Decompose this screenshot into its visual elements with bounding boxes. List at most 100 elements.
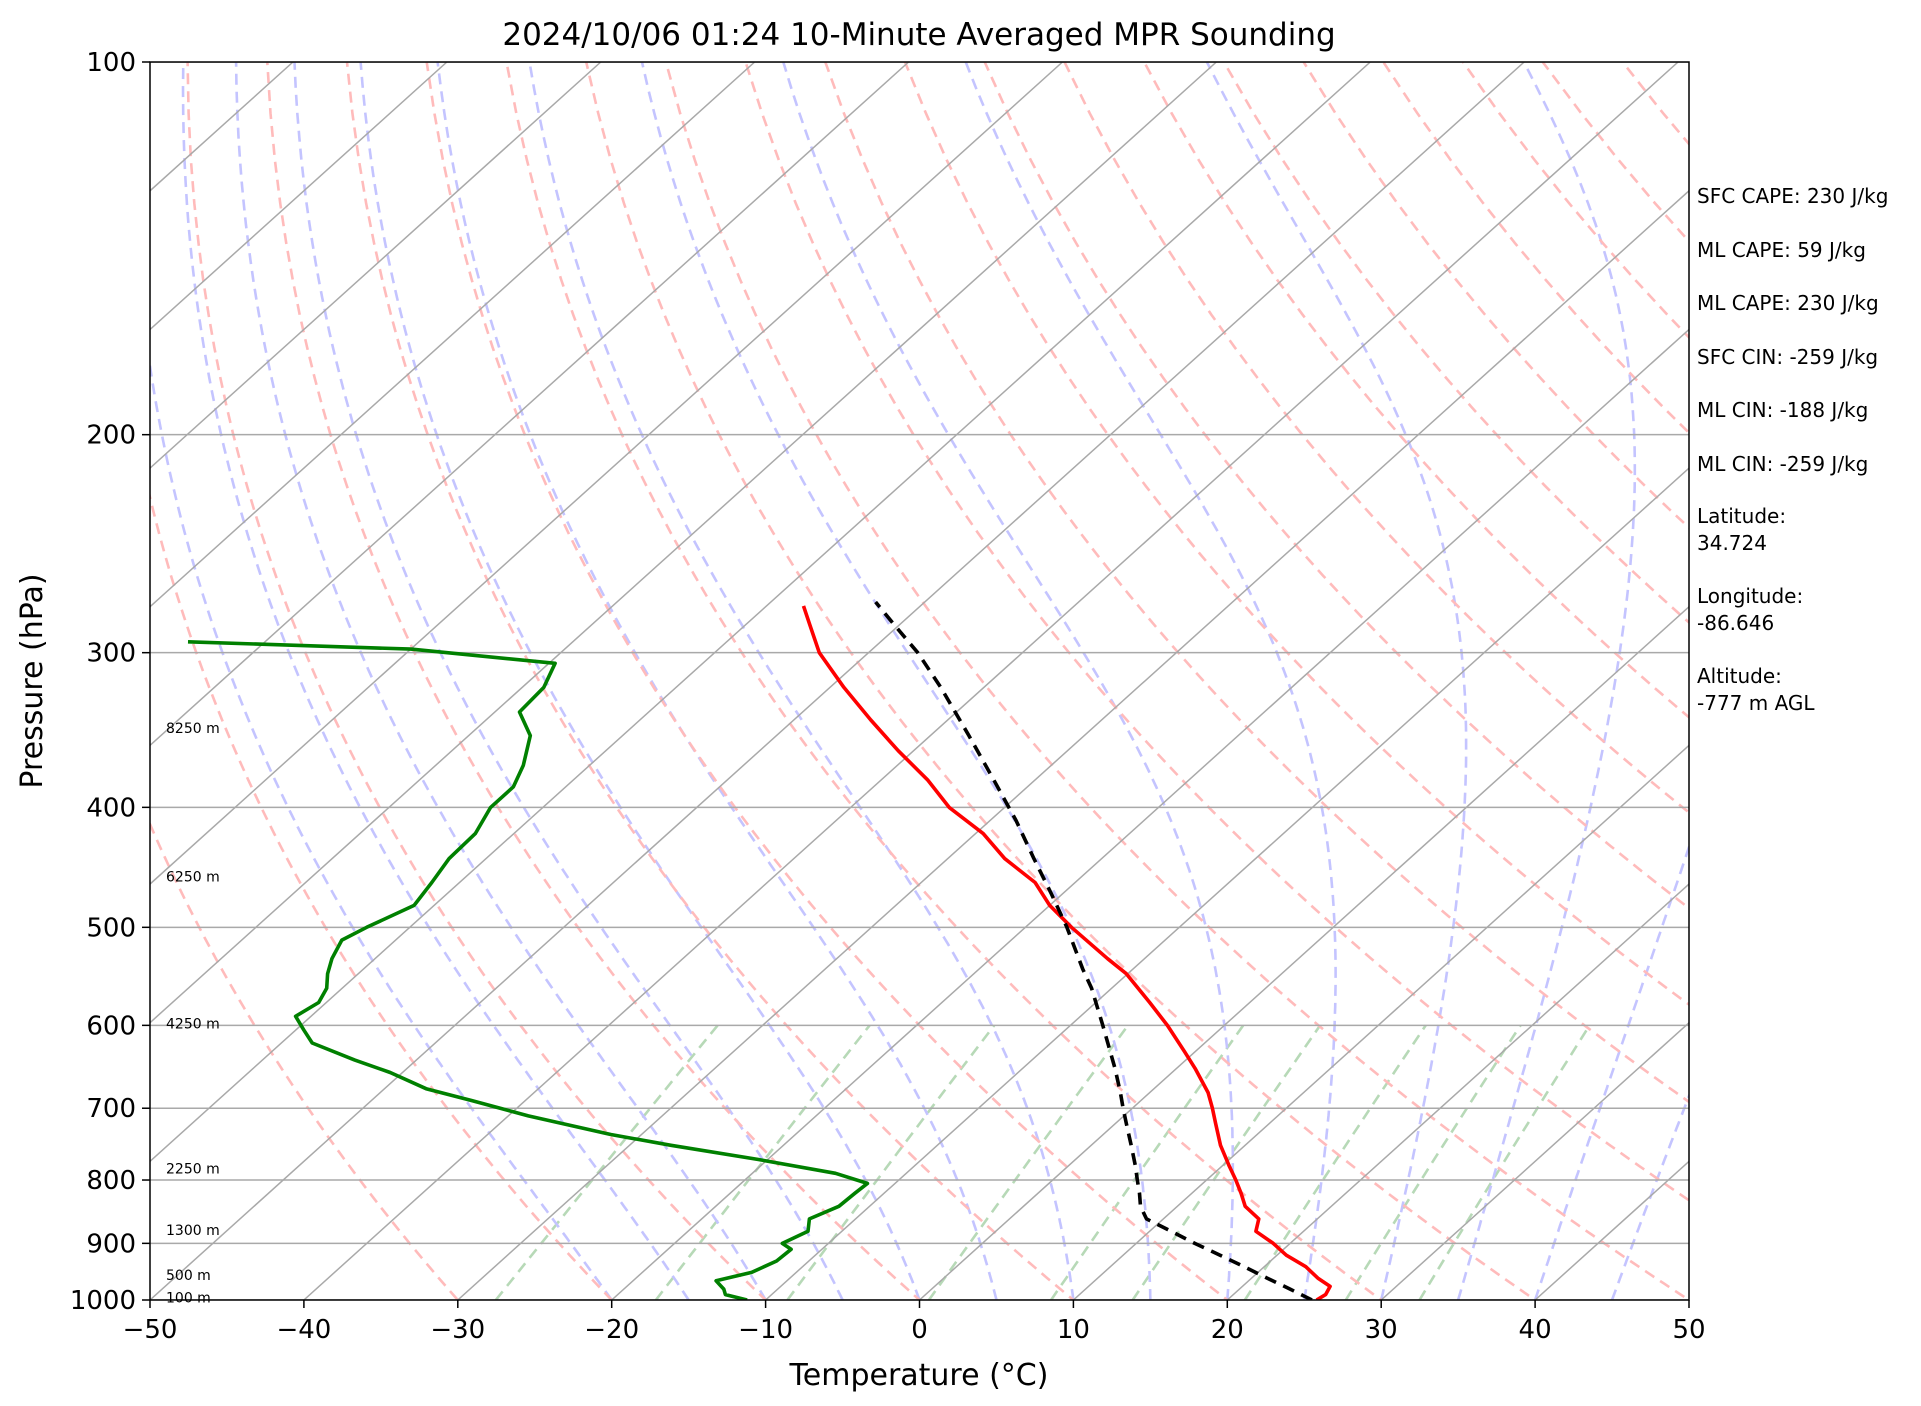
dry-adiabat-line (744, 62, 1689, 1202)
series-layer (187, 600, 1332, 1300)
moist-adiabat-line (293, 62, 844, 1300)
parcel-profile-line (874, 600, 1313, 1300)
isotherms (150, 62, 1689, 1300)
y-tick-label: 500 (86, 913, 136, 943)
moist-adiabat-line (1456, 62, 1637, 1300)
plot-area (150, 62, 1689, 1300)
dry-adiabats (150, 62, 1689, 1300)
y-axis-title: Pressure (hPa) (15, 573, 50, 788)
info-line: ML CIN: -259 J/kg (1697, 452, 1868, 476)
mixing-ratio-line (494, 1024, 719, 1300)
dewpoint-profile-line (187, 640, 870, 1300)
x-tick-label: −10 (738, 1315, 793, 1345)
x-tick-label: 30 (1365, 1315, 1398, 1345)
moist-adiabat-line (436, 62, 998, 1300)
y-tick-label: 800 (86, 1166, 136, 1196)
y-axis: 100 200 300 400 500 600 700 800 900 1000 (70, 48, 150, 1316)
x-tick-label: 50 (1672, 1315, 1705, 1345)
info-line: Latitude: (1697, 504, 1786, 528)
x-tick-label: 10 (1057, 1315, 1090, 1345)
y-tick-label: 400 (86, 793, 136, 823)
moist-adiabat-line (1610, 1092, 1689, 1300)
y-tick-label: 1000 (70, 1286, 136, 1316)
height-label: 6250 m (166, 870, 220, 886)
dry-adiabat-line (1222, 62, 1689, 625)
isotherm-line (765, 467, 1689, 1300)
dry-adiabat-line (824, 62, 1689, 1104)
y-tick-label: 100 (86, 48, 136, 78)
x-tick-label: 0 (911, 1315, 928, 1345)
y-tick-label: 900 (86, 1229, 136, 1259)
info-line: SFC CIN: -259 J/kg (1697, 345, 1878, 369)
y-tick-label: 200 (86, 421, 136, 451)
dry-adiabat-line (664, 62, 1689, 1300)
mixing-ratio-line (1344, 1024, 1522, 1300)
info-line: ML CAPE: 59 J/kg (1697, 238, 1866, 262)
moist-adiabat-line (1205, 62, 1468, 1300)
height-label: 100 m (166, 1290, 211, 1306)
y-tick-label: 600 (86, 1011, 136, 1041)
isotherm-line (457, 189, 1689, 1300)
isotherm-line (918, 605, 1689, 1300)
dry-adiabat-line (1143, 62, 1689, 719)
dry-adiabat-line (903, 62, 1689, 1007)
info-line: -86.646 (1697, 611, 1774, 635)
isotherm-line (150, 62, 602, 470)
info-line: Altitude: (1697, 664, 1782, 688)
info-line: ML CAPE: 230 J/kg (1697, 291, 1879, 315)
x-axis-title: Temperature (°C) (789, 1358, 1049, 1393)
dry-adiabat-line (584, 62, 1538, 1300)
x-tick-label: −30 (430, 1315, 485, 1345)
dry-adiabat-line (186, 62, 768, 1300)
moist-adiabat-line (234, 62, 767, 1300)
mixing-ratio-line (1418, 1024, 1591, 1300)
height-label: 2250 m (166, 1161, 220, 1177)
height-label: 4250 m (166, 1017, 220, 1033)
mixing-ratio-line (786, 1024, 996, 1300)
isotherm-line (150, 62, 1217, 1024)
moist-adiabat-line (181, 62, 690, 1300)
info-line: Longitude: (1697, 584, 1803, 608)
isotherm-line (1380, 1021, 1689, 1300)
info-line: 34.724 (1697, 531, 1767, 555)
plot-frame (149, 61, 1690, 1301)
moist-adiabat-line (359, 62, 921, 1300)
isotherm-line (150, 62, 1063, 886)
mixing-ratio-lines (494, 1024, 1591, 1300)
mixing-ratio-line (1050, 1024, 1245, 1300)
height-label: 8250 m (166, 721, 220, 737)
dry-adiabat-line (150, 491, 614, 1300)
dry-adiabat-line (266, 62, 922, 1300)
x-tick-label: 20 (1211, 1315, 1244, 1345)
dry-adiabat-line (983, 62, 1689, 910)
dry-adiabat-line (505, 62, 1384, 1300)
isotherm-line (150, 62, 910, 747)
isotherm-line (150, 62, 756, 608)
isotherm-line (611, 328, 1689, 1300)
height-label: 500 m (166, 1268, 211, 1284)
dry-adiabat-line (345, 62, 1076, 1300)
chart-title: 2024/10/06 01:24 10-Minute Averaged MPR … (502, 17, 1335, 53)
isobars (150, 62, 1689, 1300)
moist-adiabat-line (640, 62, 1152, 1300)
moist-adiabats (150, 62, 1689, 1300)
y-tick-label: 300 (86, 639, 136, 669)
isotherm-line (303, 62, 1679, 1300)
moist-adiabat-line (782, 62, 1235, 1300)
x-axis: −50 −40 −30 −20 −10 0 10 20 30 40 50 (123, 1300, 1706, 1345)
height-labels: 8250 m 6250 m 4250 m 2250 m 1300 m 500 m 100 m (166, 721, 220, 1306)
isotherm-line (150, 62, 1525, 1300)
x-tick-label: 40 (1519, 1315, 1552, 1345)
dry-adiabat-line (425, 62, 1230, 1300)
info-line: SFC CAPE: 230 J/kg (1697, 184, 1888, 208)
moist-adiabat-line (1533, 842, 1689, 1300)
dry-adiabat-line (150, 821, 460, 1300)
y-tick-label: 700 (86, 1094, 136, 1124)
isotherm-line (1072, 744, 1689, 1300)
moist-adiabat-line (964, 62, 1337, 1300)
isotherm-line (150, 62, 1371, 1163)
x-tick-label: −50 (123, 1315, 178, 1345)
isotherm-line (1226, 883, 1689, 1300)
x-tick-label: −20 (584, 1315, 639, 1345)
